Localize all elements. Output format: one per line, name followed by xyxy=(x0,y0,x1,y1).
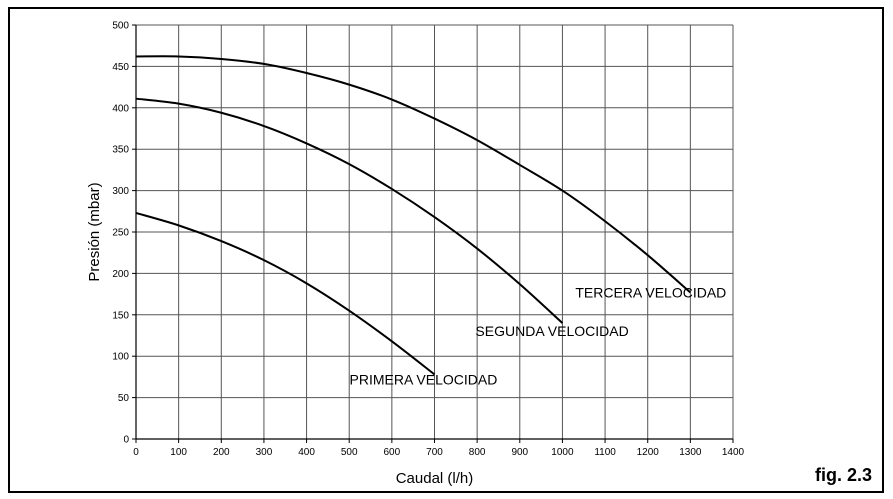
y-tick-labels: 0 50 100 150 200 250 300 350 400 450 500 xyxy=(112,21,129,446)
grid xyxy=(135,24,734,440)
y-tick-label: 450 xyxy=(112,62,129,73)
y-tick-label: 100 xyxy=(112,352,129,363)
series-label-2: SEGUNDA VELOCIDAD xyxy=(475,323,628,339)
y-tick-label: 150 xyxy=(112,310,129,321)
x-tick-label: 200 xyxy=(213,447,230,458)
x-tick-label: 1300 xyxy=(679,447,702,458)
series-lines xyxy=(135,55,692,376)
x-tick-label: 1400 xyxy=(722,447,745,458)
y-tick-label: 50 xyxy=(118,393,130,404)
x-tick-label: 600 xyxy=(384,447,401,458)
series-labels: PRIMERA VELOCIDAD SEGUNDA VELOCIDAD TERCER… xyxy=(350,284,727,387)
x-tick-label: 700 xyxy=(426,447,443,458)
y-tick-label: 300 xyxy=(112,186,129,197)
x-tick-label: 1000 xyxy=(551,447,574,458)
series-label-3: TERCERA VELOCIDAD xyxy=(575,284,726,300)
y-tick-label: 350 xyxy=(112,145,129,156)
x-tick-label: 1100 xyxy=(594,447,616,458)
x-tick-label: 400 xyxy=(298,447,315,458)
figure-frame xyxy=(8,7,884,493)
axes xyxy=(132,24,734,443)
y-axis-title: Presión (mbar) xyxy=(86,182,103,281)
x-tick-label: 100 xyxy=(170,447,187,458)
figure-label: fig. 2.3 xyxy=(815,465,872,485)
y-tick-label: 200 xyxy=(112,269,129,280)
y-tick-label: 400 xyxy=(112,103,129,114)
y-tick-label: 500 xyxy=(112,21,129,32)
y-tick-label: 0 xyxy=(123,435,129,446)
x-tick-label: 900 xyxy=(511,447,528,458)
x-tick-label: 300 xyxy=(256,447,273,458)
y-tick-label: 250 xyxy=(112,228,129,239)
x-tick-label: 1200 xyxy=(637,447,660,458)
x-tick-label: 500 xyxy=(341,447,358,458)
x-tick-label: 800 xyxy=(469,447,486,458)
series-label-1: PRIMERA VELOCIDAD xyxy=(350,371,498,387)
series-line-3 xyxy=(135,55,692,294)
series-line-1 xyxy=(135,211,436,376)
x-axis-title: Caudal (l/h) xyxy=(396,470,474,487)
x-tick-labels: 0 100 200 300 400 500 600 700 800 900 1000 1100 1200… xyxy=(133,447,744,458)
x-tick-label: 0 xyxy=(133,447,139,458)
series-line-2 xyxy=(135,97,564,324)
